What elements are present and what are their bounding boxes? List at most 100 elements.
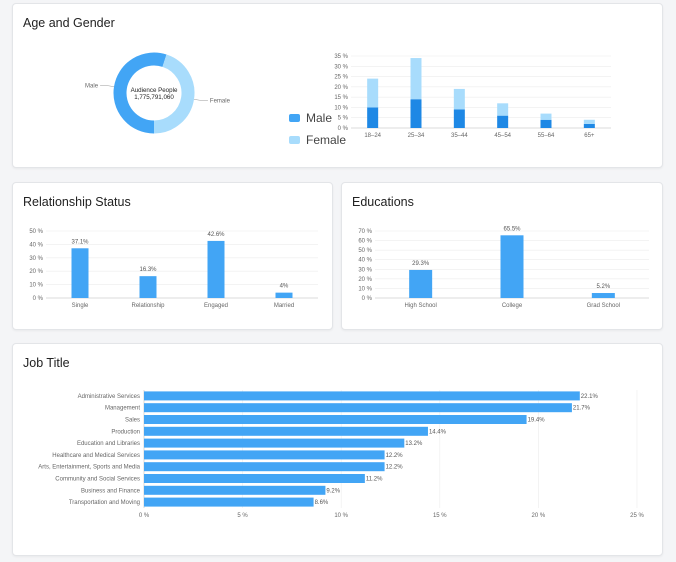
stacked-xtick: 65+ — [584, 133, 595, 139]
age-gender-title: Age and Gender — [23, 16, 115, 30]
job-ytick: Management — [105, 406, 140, 412]
stacked-bar-chart: 0 % 5 % 10 % 15 % 20 % 25 % 30 % 35 % 18–24 25–34… — [289, 54, 611, 147]
educations-data-label: 65.5% — [503, 226, 521, 232]
donut-leader-female — [193, 99, 208, 101]
relationship-data-label: 16.3% — [139, 267, 157, 273]
legend-label-female: Female — [306, 133, 346, 147]
job-bar — [144, 485, 326, 495]
stacked-bar-female — [410, 58, 422, 100]
educations-data-label: 5.2% — [596, 284, 610, 290]
stacked-bar-female — [583, 119, 595, 124]
job-xtick: 5 % — [237, 513, 248, 519]
job-bar — [144, 497, 314, 507]
stacked-ytick: 0 % — [338, 126, 349, 132]
relationship-xtick: Relationship — [131, 303, 165, 309]
educations-ytick: 40 % — [358, 258, 372, 264]
educations-bar — [409, 269, 433, 298]
educations-ytick: 60 % — [358, 239, 372, 245]
stacked-bar-female — [497, 103, 509, 116]
stacked-xtick: 25–34 — [408, 133, 425, 139]
relationship-xtick: Single — [72, 303, 89, 309]
stacked-xtick: 55–64 — [538, 133, 555, 139]
job-xtick: 0 % — [139, 513, 150, 519]
stacked-bar-female — [540, 113, 552, 120]
relationship-data-label: 37.1% — [71, 239, 89, 245]
job-ytick: Administrative Services — [78, 394, 140, 400]
job-ytick: Production — [111, 429, 140, 435]
relationship-ytick: 50 % — [29, 229, 43, 235]
job-bar — [144, 415, 527, 424]
educations-bar-chart: 0 % 10 % 20 % 30 % 40 % 50 % 60 % 70 % 29.3% High… — [358, 226, 649, 309]
stacked-ytick: 30 % — [334, 64, 348, 70]
relationship-ytick: 10 % — [29, 283, 43, 289]
educations-ytick: 70 % — [358, 229, 372, 235]
stacked-bar-female — [367, 78, 379, 108]
stacked-bar-male — [540, 119, 552, 128]
stacked-ytick: 5 % — [338, 116, 349, 122]
educations-ytick: 0 % — [362, 296, 373, 302]
educations-ytick: 30 % — [358, 267, 372, 273]
job-bar — [144, 403, 572, 413]
stacked-bar-male — [367, 107, 379, 128]
job-data-label: 8.6% — [315, 500, 329, 506]
stacked-ytick: 25 % — [334, 75, 348, 81]
job-ytick: Transportation and Moving — [69, 500, 140, 506]
job-ytick: Arts, Entertainment, Sports and Media — [38, 465, 140, 471]
relationship-bar — [207, 240, 225, 298]
job-ytick: Education and Libraries — [77, 441, 140, 447]
relationship-ytick: 30 % — [29, 256, 43, 262]
educations-xtick: High School — [404, 303, 436, 309]
job-xtick: 20 % — [532, 513, 546, 519]
stacked-ytick: 20 % — [334, 85, 348, 91]
legend-swatch-female — [289, 136, 300, 144]
educations-ytick: 20 % — [358, 277, 372, 283]
stacked-bar-male — [453, 109, 465, 128]
educations-title: Educations — [352, 195, 414, 209]
relationship-ytick: 20 % — [29, 269, 43, 275]
relationship-data-label: 42.6% — [207, 232, 225, 238]
relationship-bar — [139, 276, 157, 298]
stacked-bar-male — [497, 115, 509, 128]
stacked-ytick: 15 % — [334, 95, 348, 101]
educations-ytick: 10 % — [358, 286, 372, 292]
relationship-xtick: Engaged — [204, 303, 228, 309]
donut-center-value: 1,775,791,060 — [134, 94, 174, 101]
educations-xtick: Grad School — [587, 303, 620, 309]
job-ytick: Healthcare and Medical Services — [52, 453, 140, 459]
relationship-bar-chart: 0 % 10 % 20 % 30 % 40 % 50 % 37.1% Single 16.3% R… — [29, 229, 318, 309]
job-xtick: 25 % — [630, 513, 644, 519]
relationship-bar — [71, 248, 89, 298]
relationship-data-label: 4% — [280, 284, 289, 290]
job-title-bar-chart: 0 % 5 % 10 % 15 % 20 % 25 % 22.1% Administrativ… — [38, 390, 644, 519]
job-ytick: Community and Social Services — [55, 477, 140, 483]
stacked-bar-female — [453, 88, 465, 110]
job-data-label: 21.7% — [573, 406, 591, 412]
job-data-label: 12.2% — [386, 465, 404, 471]
job-ytick: Business and Finance — [81, 488, 141, 494]
stacked-xtick: 35–44 — [451, 133, 468, 139]
job-data-label: 11.2% — [366, 477, 383, 483]
relationship-title: Relationship Status — [23, 195, 131, 209]
job-data-label: 19.4% — [528, 418, 546, 424]
stacked-bar-male — [583, 123, 595, 128]
educations-bar — [500, 235, 524, 298]
job-bar — [144, 438, 405, 448]
stacked-ytick: 35 % — [334, 54, 348, 60]
legend-label-male: Male — [306, 111, 332, 125]
donut-leader-male — [100, 85, 115, 87]
job-bar — [144, 391, 580, 401]
job-ytick: Sales — [125, 418, 140, 424]
relationship-bar — [275, 292, 293, 298]
age-gender-card: Age and Gender Male Female Audience People… — [12, 3, 663, 168]
stacked-bar-male — [410, 99, 422, 128]
job-xtick: 15 % — [433, 513, 447, 519]
job-data-label: 12.2% — [386, 453, 404, 459]
job-bar — [144, 426, 428, 436]
job-title-card: Job Title 0 % 5 % 10 % 15 % 20 % 25 % 22.1% Adm… — [12, 343, 663, 556]
educations-card: Educations 0 % 10 % 20 % 30 % 40 % 50 % 60 % 70… — [341, 182, 663, 330]
educations-xtick: College — [502, 303, 523, 309]
relationship-ytick: 0 % — [33, 296, 44, 302]
legend-swatch-male — [289, 114, 300, 122]
educations-bar — [591, 293, 615, 298]
